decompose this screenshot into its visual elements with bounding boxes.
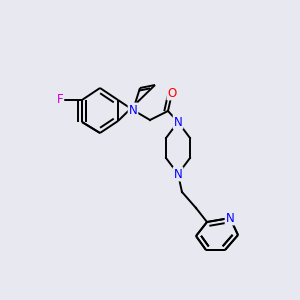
Text: N: N (129, 103, 137, 116)
Text: O: O (167, 86, 177, 100)
Text: N: N (226, 212, 234, 224)
Text: F: F (57, 94, 63, 106)
Text: N: N (174, 167, 182, 181)
Text: N: N (174, 116, 182, 128)
